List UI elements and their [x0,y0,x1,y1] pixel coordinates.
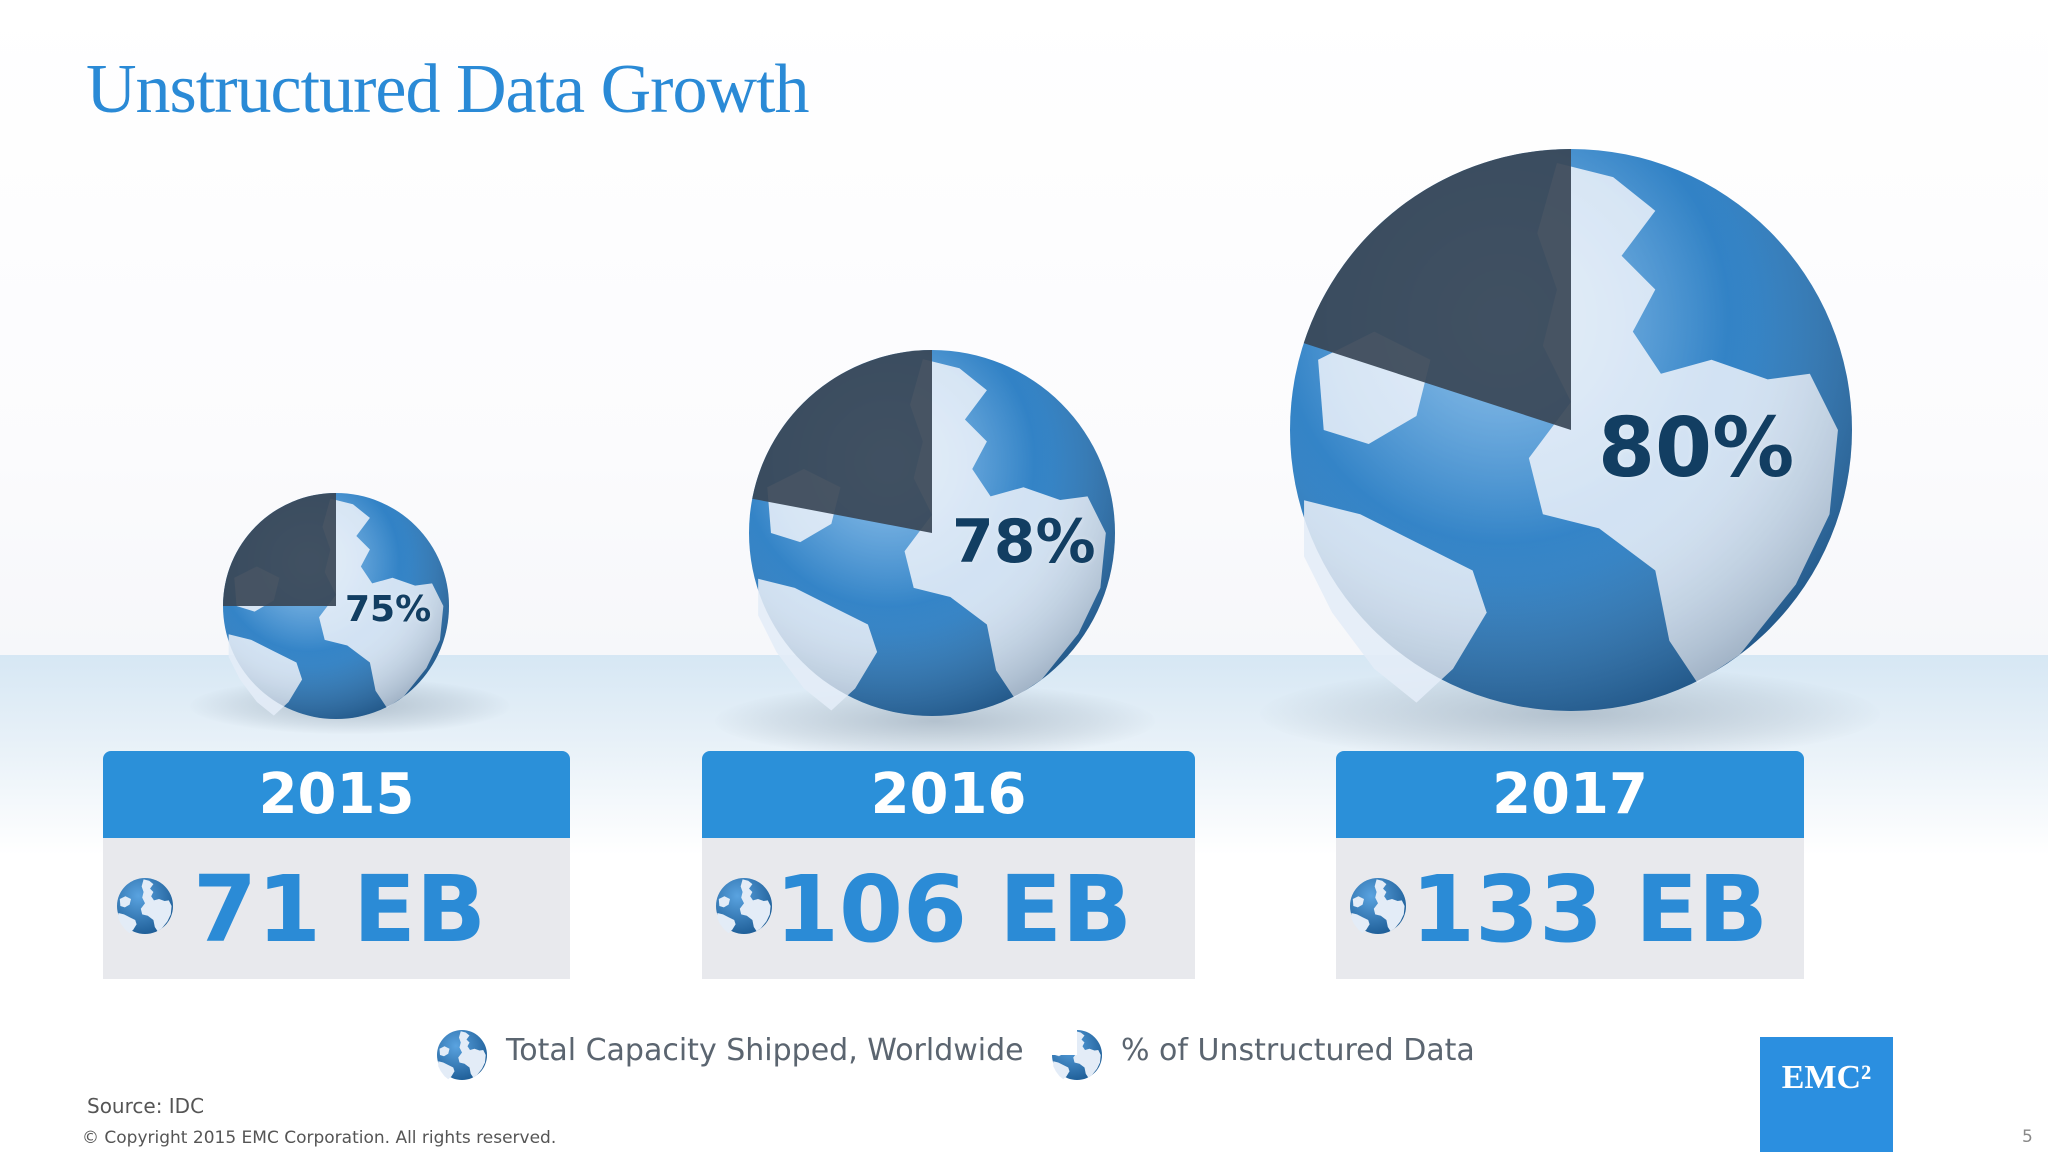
slide-title: Unstructured Data Growth [86,51,809,128]
globe-icon [1350,878,1406,934]
icon-continents [118,879,172,934]
pct-label-2015: 75% [345,589,432,630]
icon-continents [1351,879,1405,934]
globe-pie-2017 [1290,149,1852,711]
continent [439,1046,450,1057]
continent [1352,896,1364,908]
continent [119,896,131,908]
continent [739,879,771,932]
capacity-value-2017: 133 EB [1411,856,1769,963]
legend-capacity-label: Total Capacity Shipped, Worldwide [506,1033,1024,1068]
icon-continents [717,879,771,934]
globe-pie-2015 [223,493,449,719]
pct-label-2017: 80% [1598,401,1795,496]
emc-logo-text: EMC² [1781,1059,1872,1096]
emc-logo: EMC² [1760,1037,1893,1152]
continent [458,1031,486,1078]
globe-icon [437,1030,487,1080]
capacity-value-2016: 106 EB [775,856,1133,963]
continent [1373,879,1405,932]
structured-data-slice [223,493,336,606]
source-note: Source: IDC [87,1094,205,1118]
capacity-box-2017: 133 EB [1336,838,1804,979]
globe-icon [716,878,772,934]
year-card-2016: 2016 106 EB [702,751,1195,979]
continent [1073,1031,1101,1078]
copyright-notice: © Copyright 2015 EMC Corporation. All ri… [82,1128,557,1148]
icon-cutout-slice [1052,1030,1077,1055]
pct-label-2016: 78% [952,507,1096,577]
capacity-box-2016: 106 EB [702,838,1195,979]
continent [718,896,730,908]
globe-pie-2016 [749,350,1115,716]
continent [1053,1061,1070,1080]
year-label-2015: 2015 [103,751,570,838]
continent [118,913,137,934]
year-label-2017: 2017 [1336,751,1804,838]
structured-data-slice [1303,149,1571,430]
globe-icon [117,878,173,934]
continent [140,879,172,932]
capacity-box-2015: 71 EB [103,838,570,979]
year-card-2015: 2015 71 EB [103,751,570,979]
structured-data-slice [752,350,932,533]
continent [717,913,736,934]
continent [438,1061,455,1080]
year-label-2016: 2016 [702,751,1195,838]
year-card-2017: 2017 133 EB [1336,751,1804,979]
continent [1351,913,1370,934]
icon-continents [438,1031,486,1080]
legend-unstructured-label: % of Unstructured Data [1121,1033,1475,1068]
page-number: 5 [2022,1127,2033,1147]
globe-pie-icon [1052,1030,1102,1080]
capacity-value-2015: 71 EB [193,856,487,963]
